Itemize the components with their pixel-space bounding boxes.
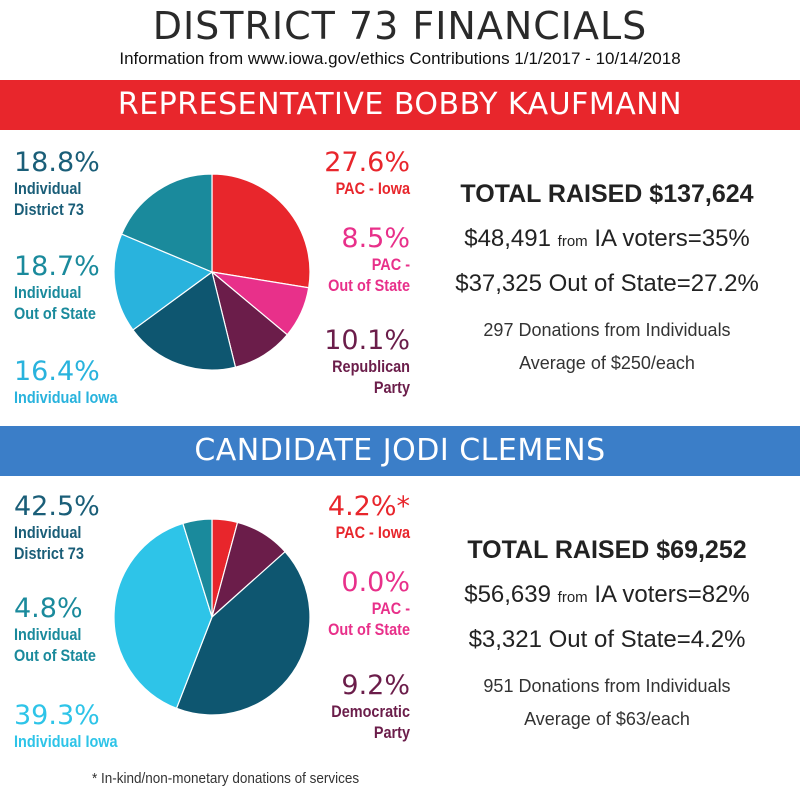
- desc-line1: Individual: [14, 283, 82, 302]
- average-kaufmann: Average of $250/each: [519, 353, 695, 373]
- desc-line1: PAC - Iowa: [335, 179, 410, 198]
- pct-individual-out-of-state: 4.8%: [14, 593, 83, 624]
- pie-slice-individual-district-73: [175, 550, 311, 716]
- desc-line2: Out of State: [328, 620, 410, 639]
- ia-rest: IA voters=35%: [594, 225, 750, 252]
- desc-line1: Individual: [14, 523, 82, 542]
- pct-individual-district: 42.5%: [14, 491, 100, 522]
- pct-pac-out-of-state: 8.5%: [341, 223, 410, 254]
- label-individual-iowa-clemens: 39.3% Individual Iowa: [14, 701, 136, 752]
- footnote: * In-kind/non-monetary donations of serv…: [92, 770, 360, 787]
- pie-slice-individual-out-of-state: [120, 173, 213, 273]
- label-party-kaufmann: 10.1% Republican Party: [260, 326, 410, 398]
- page-title: DISTRICT 73 FINANCIALS: [152, 4, 648, 48]
- donations-clemens: 951 Donations from Individuals: [483, 676, 731, 696]
- label-pac-out-of-state-clemens: 0.0% PAC - Out of State: [260, 568, 410, 640]
- desc-line1: Individual: [14, 625, 82, 644]
- out-of-state-clemens: $3,321 Out of State=4.2%: [468, 626, 746, 653]
- label-party-clemens: 9.2% Democratic Party: [260, 671, 410, 743]
- donations-kaufmann: 297 Donations from Individuals: [483, 320, 731, 340]
- ia-amount: $48,491: [464, 225, 551, 252]
- pie-chart-clemens: [113, 518, 311, 716]
- pct-individual-out-of-state: 18.7%: [14, 251, 100, 282]
- label-pac-iowa-clemens: 4.2%* PAC - Iowa: [260, 492, 410, 543]
- ia-rest: IA voters=82%: [594, 581, 750, 608]
- pct-individual-iowa: 39.3%: [14, 700, 100, 731]
- desc-line1: PAC -: [371, 255, 410, 274]
- average-clemens: Average of $63/each: [524, 709, 690, 729]
- desc-line1: Republican: [332, 357, 410, 376]
- desc-line2: Party: [373, 378, 410, 397]
- desc-line1: Individual Iowa: [14, 732, 118, 751]
- desc-line2: Out of State: [328, 276, 410, 295]
- page-subtitle: Information from www.iowa.gov/ethics Con…: [119, 49, 681, 68]
- label-individual-district-clemens: 42.5% Individual District 73: [14, 492, 100, 564]
- desc-line2: Party: [373, 723, 410, 742]
- pct-individual-iowa: 16.4%: [14, 356, 100, 387]
- label-individual-district-kaufmann: 18.8% Individual District 73: [14, 148, 100, 220]
- desc-line2: District 73: [14, 200, 84, 219]
- pie-slice-pac-iowa: [211, 173, 311, 289]
- label-pac-out-of-state-kaufmann: 8.5% PAC - Out of State: [260, 224, 410, 296]
- desc-line2: Out of State: [14, 304, 96, 323]
- candidate-banner-kaufmann: REPRESENTATIVE BOBBY KAUFMANN: [0, 80, 800, 130]
- desc-line1: Individual: [14, 179, 82, 198]
- ia-voters-kaufmann: $48,491 from IA voters=35%: [422, 225, 792, 253]
- candidate-banner-clemens: CANDIDATE JODI CLEMENS: [0, 426, 800, 476]
- pct-pac-iowa: 27.6%: [324, 147, 410, 178]
- pct-party: 10.1%: [324, 325, 410, 356]
- pct-pac-iowa: 4.2%*: [327, 491, 410, 522]
- label-individual-out-of-state-clemens: 4.8% Individual Out of State: [14, 594, 110, 666]
- ia-voters-clemens: $56,639 from IA voters=82%: [422, 581, 792, 609]
- desc-line1: Democratic: [331, 702, 410, 721]
- out-of-state-kaufmann: $37,325 Out of State=27.2%: [455, 270, 759, 297]
- ia-amount: $56,639: [464, 581, 551, 608]
- pct-party: 9.2%: [341, 670, 410, 701]
- label-individual-iowa-kaufmann: 16.4% Individual Iowa: [14, 357, 136, 408]
- desc-line1: PAC -: [371, 599, 410, 618]
- desc-line2: Out of State: [14, 646, 96, 665]
- pie-slice-individual-iowa: [113, 233, 214, 331]
- pct-pac-out-of-state: 0.0%: [341, 567, 410, 598]
- desc-line1: PAC - Iowa: [335, 523, 410, 542]
- desc-line1: Individual Iowa: [14, 388, 118, 407]
- desc-line2: District 73: [14, 544, 84, 563]
- pie-slice-individual-district-73: [132, 270, 237, 371]
- ia-from: from: [557, 589, 588, 606]
- pie-chart-kaufmann: [113, 173, 311, 371]
- label-pac-iowa-kaufmann: 27.6% PAC - Iowa: [260, 148, 410, 199]
- total-raised-kaufmann: TOTAL RAISED $137,624: [460, 180, 754, 208]
- pct-individual-district: 18.8%: [14, 147, 100, 178]
- total-raised-clemens: TOTAL RAISED $69,252: [467, 536, 747, 564]
- label-individual-out-of-state-kaufmann: 18.7% Individual Out of State: [14, 252, 110, 324]
- pie-slice-individual-iowa: [113, 522, 213, 710]
- pie-slice-individual-out-of-state: [182, 518, 213, 618]
- ia-from: from: [557, 233, 588, 250]
